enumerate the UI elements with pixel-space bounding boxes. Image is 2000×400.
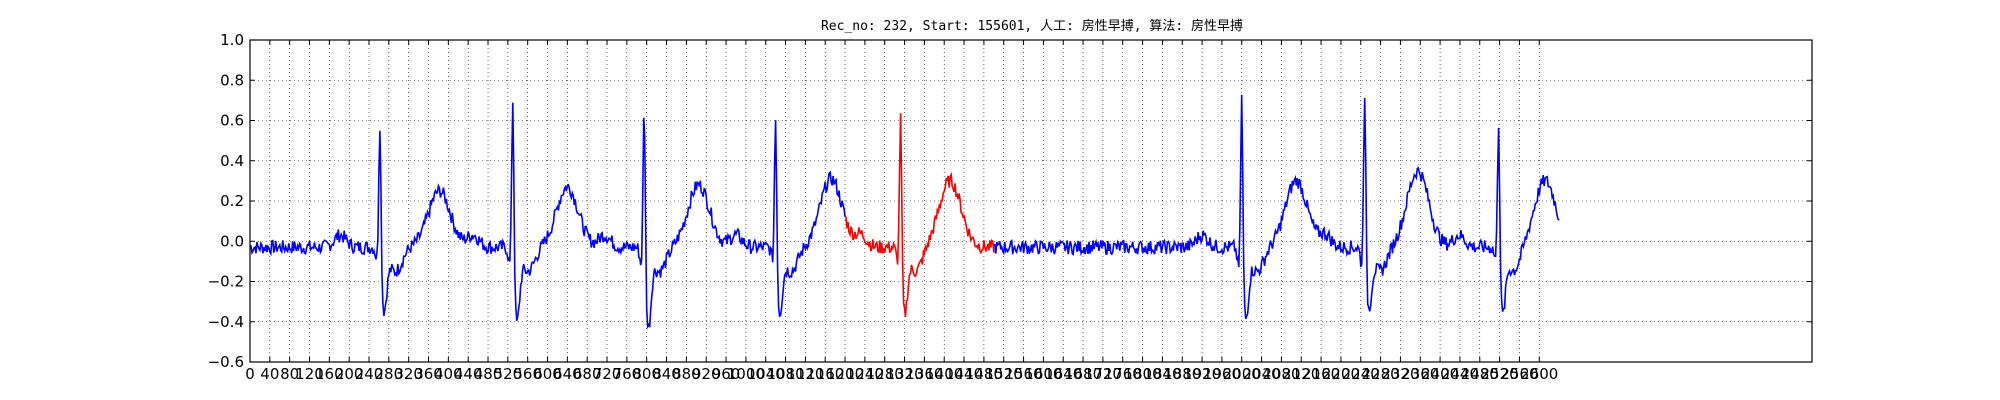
y-axis: −0.6 −0.4 −0.2 0.0 0.2 0.4 0.6 0.8 1.0 — [208, 31, 1812, 371]
x-tick-label: 1360 — [905, 365, 943, 383]
grid — [249, 39, 1812, 363]
x-tick-label: 2080 — [1262, 365, 1300, 383]
x-tick-label: 1760 — [1104, 365, 1142, 383]
x-tick-label: 800 — [632, 365, 661, 383]
x-tick-label: 2440 — [1441, 365, 1479, 383]
x-tick-label: 1720 — [1084, 365, 1122, 383]
y-tick-label: 1.0 — [220, 31, 244, 49]
ecg-line-normal — [249, 102, 846, 330]
x-tick-label: 2360 — [1401, 365, 1439, 383]
x-tick-label: 520 — [494, 365, 523, 383]
x-tick-label: 1840 — [1143, 365, 1181, 383]
y-tick-label: −0.6 — [208, 353, 244, 371]
x-tick-label: 1440 — [945, 365, 983, 383]
x-tick-label: 880 — [672, 365, 701, 383]
x-tick-label: 1800 — [1123, 365, 1161, 383]
x-tick-label: 240 — [355, 365, 384, 383]
x-tick-label: 2000 — [1223, 365, 1261, 383]
ecg-line-normal — [993, 94, 1560, 320]
x-tick-label: 40 — [260, 365, 279, 383]
x-tick-label: 1480 — [965, 365, 1003, 383]
x-tick-label: 2520 — [1481, 365, 1519, 383]
ecg-line-premature-beat — [844, 113, 995, 317]
x-tick-label: 2560 — [1500, 365, 1538, 383]
x-tick-label: 1880 — [1163, 365, 1201, 383]
x-tick-label: 1600 — [1024, 365, 1062, 383]
y-tick-label: 0.0 — [220, 232, 244, 250]
x-tick-label: 80 — [280, 365, 299, 383]
x-tick-label: 760 — [613, 365, 642, 383]
x-tick-label: 2480 — [1461, 365, 1499, 383]
x-tick-label: 1040 — [747, 365, 785, 383]
y-tick-label: 0.6 — [220, 112, 244, 130]
x-tick-label: 320 — [394, 365, 423, 383]
x-tick-label: 1240 — [846, 365, 884, 383]
x-tick-label: 840 — [652, 365, 681, 383]
x-tick-label: 0 — [245, 365, 255, 383]
y-tick-label: 0.4 — [220, 152, 244, 170]
x-tick-label: 440 — [454, 365, 483, 383]
x-tick-label: 600 — [533, 365, 562, 383]
x-tick-label: 1640 — [1044, 365, 1082, 383]
x-tick-label: 1080 — [766, 365, 804, 383]
x-tick-label: 1200 — [826, 365, 864, 383]
x-tick-label: 2200 — [1322, 365, 1360, 383]
x-tick-label: 720 — [593, 365, 622, 383]
x-axis: 0 40 8012016020024028032036040044048052056… — [245, 40, 1558, 383]
x-tick-label: 2120 — [1282, 365, 1320, 383]
x-tick-label: 400 — [434, 365, 463, 383]
chart-title: Rec_no: 232, Start: 155601, 人工: 房性早搏, 算法… — [821, 18, 1243, 34]
y-tick-label: 0.8 — [220, 71, 244, 89]
x-tick-label: 2600 — [1520, 365, 1558, 383]
x-tick-label: 1280 — [866, 365, 904, 383]
x-tick-label: 640 — [553, 365, 582, 383]
x-tick-label: 1560 — [1004, 365, 1042, 383]
x-tick-label: 280 — [375, 365, 404, 383]
x-tick-label: 680 — [573, 365, 602, 383]
x-tick-label: 2160 — [1302, 365, 1340, 383]
y-tick-label: −0.4 — [208, 313, 244, 331]
x-tick-label: 2040 — [1242, 365, 1280, 383]
x-tick-label: 1320 — [885, 365, 923, 383]
x-tick-label: 920 — [692, 365, 721, 383]
x-tick-label: 2240 — [1342, 365, 1380, 383]
x-tick-label: 560 — [513, 365, 542, 383]
y-tick-label: −0.2 — [208, 273, 244, 291]
x-tick-label: 200 — [335, 365, 364, 383]
x-tick-label: 2280 — [1361, 365, 1399, 383]
x-tick-label: 2400 — [1421, 365, 1459, 383]
x-tick-label: 1680 — [1064, 365, 1102, 383]
x-tick-label: 480 — [474, 365, 503, 383]
x-tick-label: 120 — [295, 365, 324, 383]
y-tick-label: 0.2 — [220, 192, 244, 210]
x-tick-label: 1120 — [786, 365, 824, 383]
ecg-signal — [249, 94, 1560, 330]
x-tick-label: 1000 — [727, 365, 765, 383]
x-tick-label: 160 — [315, 365, 344, 383]
x-tick-label: 1920 — [1183, 365, 1221, 383]
x-tick-label: 960 — [712, 365, 741, 383]
x-tick-label: 360 — [414, 365, 443, 383]
x-tick-label: 1520 — [985, 365, 1023, 383]
x-tick-label: 2320 — [1381, 365, 1419, 383]
x-tick-label: 1160 — [806, 365, 844, 383]
x-tick-label: 1960 — [1203, 365, 1241, 383]
x-tick-label: 1400 — [925, 365, 963, 383]
